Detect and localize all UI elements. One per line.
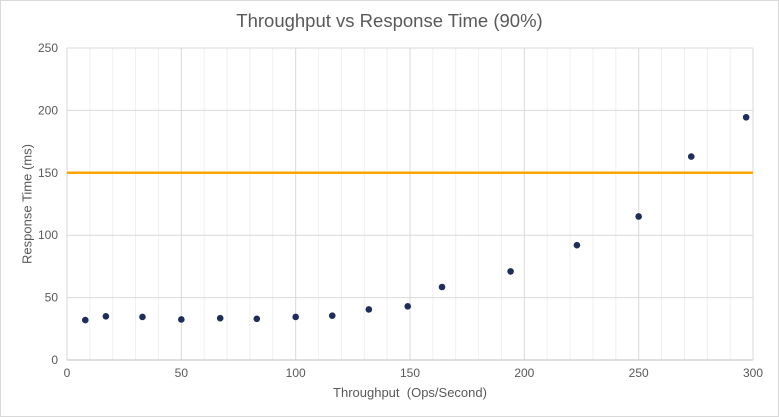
major-gridlines <box>66 47 754 361</box>
data-point <box>438 283 446 291</box>
y-tick-label: 250 <box>38 41 58 55</box>
y-tick-label: 50 <box>45 291 59 305</box>
y-tick-label: 100 <box>38 228 58 242</box>
data-point <box>404 303 412 310</box>
data-point <box>253 315 261 323</box>
x-tick-label: 50 <box>175 366 189 380</box>
y-tick-label: 0 <box>51 353 58 367</box>
data-point <box>687 153 695 160</box>
data-point <box>365 306 373 313</box>
data-point <box>573 241 581 249</box>
x-tick-label: 200 <box>514 366 534 380</box>
y-tick-label: 150 <box>38 166 58 180</box>
x-tick-label: 150 <box>400 366 420 380</box>
data-point <box>178 316 185 323</box>
x-tick-labels: 0 50 100 150 200 250 300 <box>64 366 764 380</box>
x-tick-label: 250 <box>629 366 649 380</box>
data-point <box>102 313 110 320</box>
data-point <box>507 268 514 275</box>
y-axis-title: Response Time (ms) <box>19 144 35 264</box>
data-point <box>216 314 224 322</box>
data-point <box>742 113 750 121</box>
y-tick-label: 200 <box>38 103 58 117</box>
minor-gridlines <box>89 48 731 360</box>
data-point <box>81 316 89 324</box>
chart-title: Throughput vs Response Time (90%) <box>236 10 543 31</box>
x-tick-label: 100 <box>286 366 306 380</box>
y-tick-labels: 0 50 100 150 200 250 <box>38 41 58 367</box>
data-points <box>81 113 750 324</box>
x-tick-label: 300 <box>743 366 763 380</box>
x-axis-title: Throughput (Ops/Second) <box>333 385 487 400</box>
data-point <box>635 213 642 220</box>
data-point <box>328 312 336 319</box>
x-tick-label: 0 <box>64 366 71 380</box>
data-point <box>139 313 146 321</box>
data-point <box>292 313 299 321</box>
